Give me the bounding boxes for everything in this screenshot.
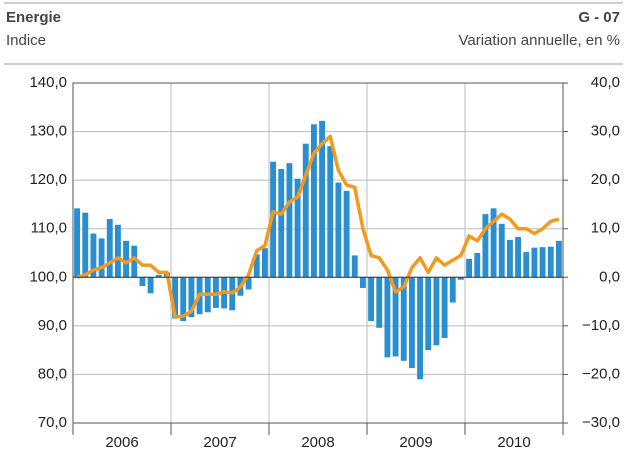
y2-tick-label: 0,0 bbox=[599, 268, 620, 285]
bar bbox=[90, 233, 97, 278]
bar bbox=[106, 219, 113, 278]
bar bbox=[376, 277, 383, 328]
x-tick-label: 2007 bbox=[203, 434, 236, 451]
y2-tick-label: 10,0 bbox=[591, 220, 620, 237]
bar bbox=[392, 277, 399, 357]
bar bbox=[172, 277, 179, 319]
bar bbox=[425, 277, 432, 351]
bar bbox=[515, 236, 522, 278]
y2-tick-label: −20,0 bbox=[582, 365, 620, 382]
y2-axis-label: Variation annuelle, en % bbox=[459, 32, 621, 49]
bar bbox=[490, 208, 497, 278]
bar bbox=[286, 163, 293, 278]
line bbox=[76, 134, 560, 319]
bar bbox=[302, 143, 309, 278]
y-tick-label: 140,0 bbox=[29, 74, 67, 91]
bar bbox=[384, 277, 391, 358]
bar bbox=[400, 277, 407, 361]
bar bbox=[188, 277, 195, 318]
y-tick-label: 80,0 bbox=[38, 365, 67, 382]
y-tick-label: 100,0 bbox=[29, 268, 67, 285]
bar bbox=[466, 258, 473, 278]
bar bbox=[245, 277, 252, 290]
y-axis-label: Indice bbox=[6, 32, 46, 49]
bar bbox=[123, 240, 130, 278]
y2-tick-label: 30,0 bbox=[591, 123, 620, 140]
bar bbox=[474, 253, 481, 278]
bar bbox=[539, 247, 546, 278]
bar bbox=[351, 255, 358, 278]
bar bbox=[359, 277, 366, 288]
x-tick-label: 2008 bbox=[301, 434, 334, 451]
chart-code: G - 07 bbox=[578, 9, 620, 26]
y2-tick-label: −30,0 bbox=[582, 414, 620, 431]
bar bbox=[319, 120, 326, 278]
bar bbox=[261, 248, 268, 278]
bar bbox=[155, 274, 162, 278]
bar bbox=[547, 246, 554, 278]
bar bbox=[335, 182, 342, 278]
chart-title: Energie bbox=[6, 9, 61, 26]
bar bbox=[417, 277, 424, 380]
bar bbox=[147, 277, 154, 294]
bar bbox=[82, 212, 89, 278]
bar bbox=[343, 190, 350, 278]
bar bbox=[368, 277, 375, 321]
bar bbox=[180, 277, 187, 321]
y-tick-label: 70,0 bbox=[38, 414, 67, 431]
x-tick-label: 2006 bbox=[105, 434, 138, 451]
bar bbox=[74, 208, 81, 278]
bar bbox=[139, 277, 146, 287]
x-tick-label: 2010 bbox=[497, 434, 530, 451]
bar bbox=[270, 161, 277, 278]
bar bbox=[408, 277, 415, 369]
x-tick-label: 2009 bbox=[399, 434, 432, 451]
y-tick-label: 110,0 bbox=[31, 220, 67, 237]
bar bbox=[253, 254, 260, 278]
y-tick-label: 90,0 bbox=[38, 317, 67, 334]
bar bbox=[433, 277, 440, 346]
bar bbox=[457, 277, 464, 280]
y2-tick-label: 20,0 bbox=[591, 171, 620, 188]
bar bbox=[98, 238, 105, 278]
bar bbox=[555, 240, 562, 278]
bar bbox=[498, 223, 505, 278]
bar bbox=[278, 168, 285, 278]
bar bbox=[441, 277, 448, 338]
bar bbox=[506, 239, 513, 278]
y2-tick-label: 40,0 bbox=[591, 74, 620, 91]
bar bbox=[310, 124, 317, 278]
bar bbox=[327, 146, 334, 278]
bar bbox=[523, 252, 530, 278]
plot-frame bbox=[72, 82, 564, 424]
bar bbox=[449, 277, 456, 303]
bar bbox=[482, 214, 489, 278]
y-tick-label: 130,0 bbox=[29, 123, 67, 140]
bar bbox=[114, 224, 121, 278]
bar bbox=[131, 245, 138, 278]
y2-tick-label: −10,0 bbox=[582, 317, 620, 334]
y-tick-label: 120,0 bbox=[29, 171, 67, 188]
bar bbox=[294, 178, 301, 278]
bar bbox=[531, 247, 538, 278]
